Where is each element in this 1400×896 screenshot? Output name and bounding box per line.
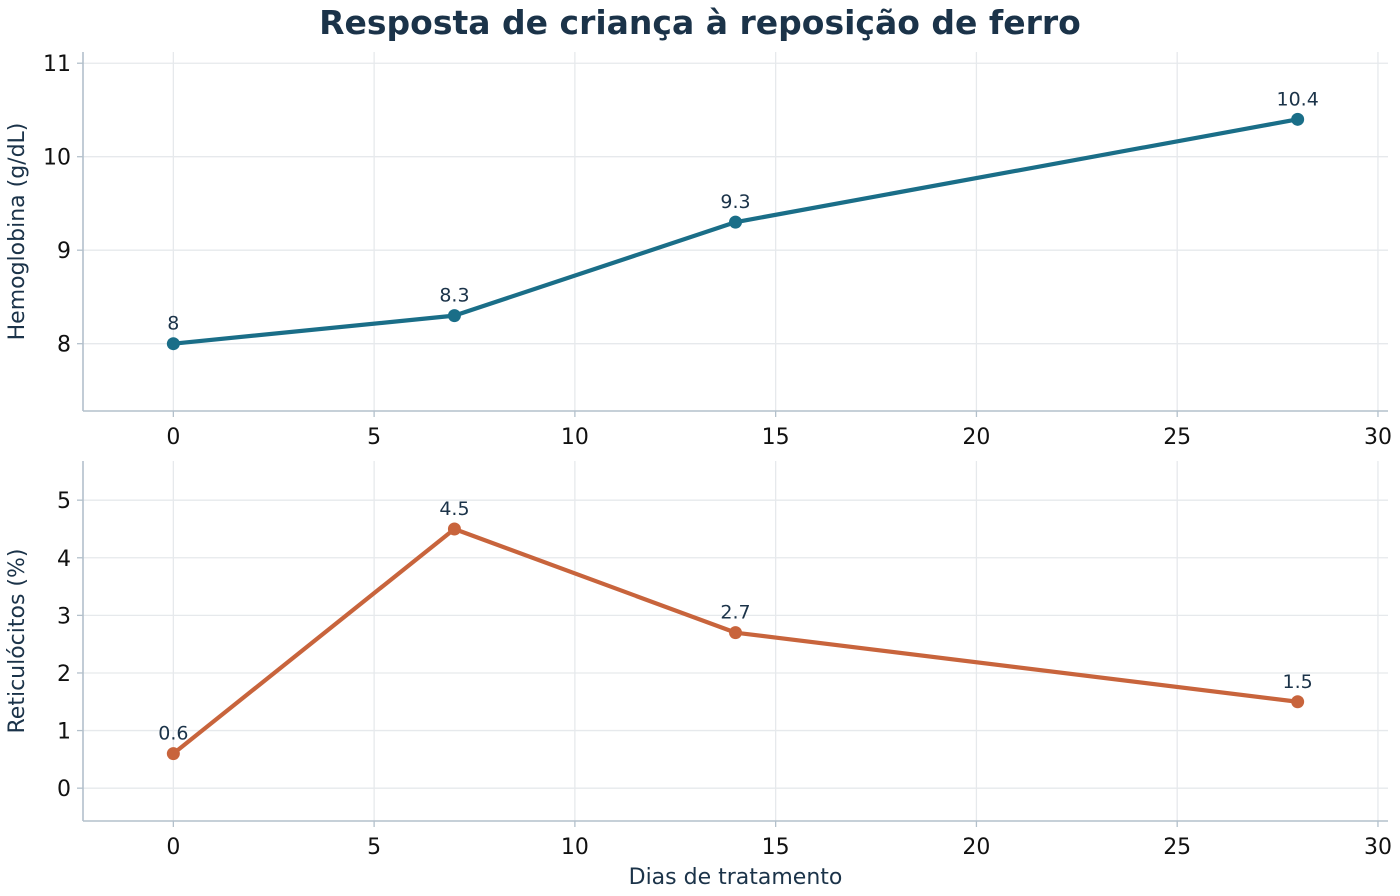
reticulocytes-y-tick-label: 3 (57, 604, 71, 629)
reticulocytes-x-tick-label: 30 (1364, 835, 1392, 860)
reticulocytes-data-point (729, 626, 742, 640)
hemoglobin-x-tick-label: 20 (962, 425, 990, 450)
reticulocytes-y-axis-label: Reticulócitos (%) (5, 548, 30, 733)
hemoglobin-x-tick-label: 25 (1163, 425, 1191, 450)
reticulocytes-x-tick-label: 0 (166, 835, 180, 860)
hemoglobin-data-point (1291, 112, 1305, 126)
reticulocytes-data-label: 0.6 (158, 723, 188, 745)
hemoglobin-x-tick-label: 0 (166, 425, 180, 450)
hemoglobin-data-point (447, 309, 461, 323)
hemoglobin-y-tick-label: 10 (43, 146, 71, 171)
reticulocytes-y-tick-label: 5 (57, 489, 71, 514)
hemoglobin-y-tick-label: 11 (43, 52, 71, 77)
hemoglobin-x-tick-label: 5 (367, 425, 381, 450)
reticulocytes-x-tick-label: 10 (561, 835, 589, 860)
reticulocytes-x-tick-label: 25 (1163, 835, 1191, 860)
reticulocytes-data-point (447, 522, 461, 536)
hemoglobin-data-point (729, 215, 742, 229)
hemoglobin-series-line (171, 117, 1300, 346)
reticulocytes-y-tick-label: 1 (57, 720, 71, 745)
reticulocytes-y-tick-label: 2 (57, 662, 71, 687)
reticulocytes-x-tick-label: 15 (762, 835, 790, 860)
reticulocytes-x-tick-label: 20 (962, 835, 990, 860)
reticulocytes-data-label: 1.5 (1283, 671, 1313, 693)
hemoglobin-x-tick-label: 30 (1364, 425, 1392, 450)
hemoglobin-data-label: 10.4 (1276, 88, 1318, 110)
hemoglobin-y-tick-label: 8 (57, 333, 71, 358)
reticulocytes-data-point (166, 747, 180, 761)
hemoglobin-y-axis-label: Hemoglobina (g/dL) (5, 123, 30, 341)
hemoglobin-data-label: 8 (167, 313, 179, 335)
hemoglobin-panel: 0 5 10 15 20 25 30 8 9 10 11 Hemoglobina (g/dL) 8 8.3… (5, 52, 1392, 450)
reticulocytes-data-point (1291, 695, 1305, 709)
reticulocytes-data-label: 4.5 (439, 498, 469, 520)
reticulocytes-series-line (171, 526, 1300, 756)
chart-title: Resposta de criança à reposição de ferro (319, 3, 1081, 42)
hemoglobin-data-point (166, 337, 180, 351)
hemoglobin-data-label: 8.3 (439, 285, 469, 307)
reticulocytes-y-tick-label: 0 (57, 777, 71, 802)
reticulocyte-panel: 0 5 10 15 20 25 30 0 1 2 3 4 5 Reticulócitos (%) Dias … (5, 461, 1392, 890)
reticulocytes-x-tick-label: 5 (367, 835, 381, 860)
hemoglobin-y-tick-label: 9 (57, 239, 71, 264)
hemoglobin-data-label: 9.3 (720, 191, 750, 213)
reticulocytes-data-label: 2.7 (720, 602, 750, 624)
hemoglobin-x-tick-label: 15 (762, 425, 790, 450)
hemoglobin-x-tick-label: 10 (561, 425, 589, 450)
reticulocytes-x-axis-label: Dias de tratamento (629, 865, 843, 890)
reticulocytes-y-tick-label: 4 (57, 547, 71, 572)
